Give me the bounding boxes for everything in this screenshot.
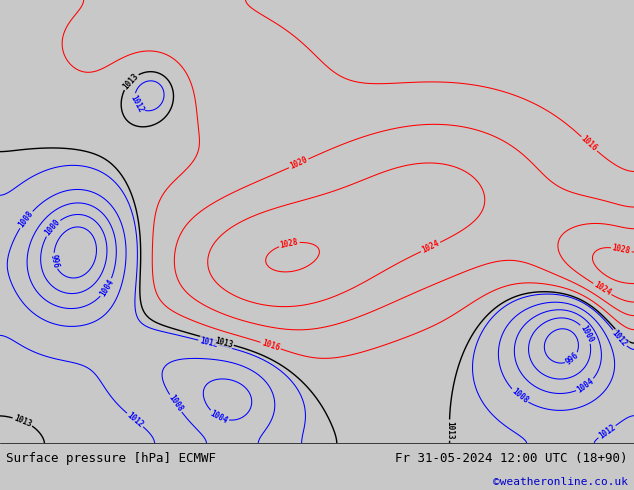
Text: 1024: 1024 (592, 280, 612, 298)
Text: 1000: 1000 (43, 218, 62, 238)
Text: 1016: 1016 (261, 339, 281, 353)
Text: Fr 31-05-2024 12:00 UTC (18+90): Fr 31-05-2024 12:00 UTC (18+90) (395, 452, 628, 465)
Text: 1013: 1013 (445, 421, 454, 440)
Text: 1013: 1013 (120, 72, 140, 91)
Text: 1013: 1013 (13, 414, 33, 429)
Text: Surface pressure [hPa] ECMWF: Surface pressure [hPa] ECMWF (6, 452, 216, 465)
Text: 996: 996 (49, 253, 60, 269)
Text: 1004: 1004 (98, 277, 115, 298)
Text: 1008: 1008 (167, 393, 184, 414)
Text: 1012: 1012 (597, 422, 617, 441)
Text: 1013: 1013 (214, 336, 234, 349)
Text: 1012: 1012 (128, 94, 145, 114)
Text: 1012: 1012 (610, 328, 629, 348)
Text: 1004: 1004 (209, 409, 230, 425)
Text: 1004: 1004 (576, 377, 596, 394)
Text: 1016: 1016 (579, 134, 599, 153)
Text: 1028: 1028 (279, 237, 299, 250)
Text: ©weatheronline.co.uk: ©weatheronline.co.uk (493, 477, 628, 487)
Text: 1012: 1012 (198, 336, 219, 349)
Text: 1008: 1008 (16, 209, 35, 230)
Text: 1012: 1012 (125, 411, 145, 429)
Text: 1020: 1020 (288, 155, 309, 172)
Text: 1028: 1028 (611, 244, 631, 256)
Text: 1008: 1008 (510, 387, 529, 406)
Text: 1000: 1000 (578, 323, 595, 344)
Text: 1024: 1024 (420, 239, 441, 255)
Text: 996: 996 (564, 351, 581, 367)
